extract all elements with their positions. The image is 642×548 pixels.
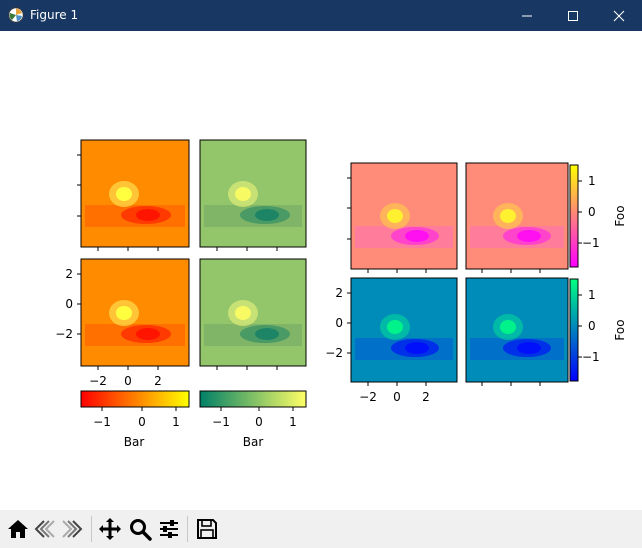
y-tick-label: 0 <box>65 297 73 311</box>
configure-subplots-icon <box>160 520 178 538</box>
colorbar-label: Bar <box>243 435 264 449</box>
pan-icon <box>99 518 121 540</box>
minimize-icon <box>522 15 532 17</box>
colorbar-tick-label: 0 <box>138 415 146 429</box>
colorbar-tick-label: 1 <box>588 288 596 302</box>
figure-canvas[interactable]: 2 0 −2 −2 0 2 −1 0 1 Bar <box>0 31 642 510</box>
home-icon <box>8 520 28 538</box>
colorbar-tick-label: 0 <box>255 415 263 429</box>
colorbar-tick-label: 1 <box>588 174 596 188</box>
y-tick-label: 0 <box>335 316 343 330</box>
y-tick-label: −2 <box>325 346 343 360</box>
close-icon <box>613 10 625 22</box>
image-axes-spring-top-right[interactable] <box>465 162 569 273</box>
zoom-button[interactable] <box>127 516 153 542</box>
back-icon <box>34 520 55 538</box>
maximize-icon <box>568 11 578 21</box>
figure-svg[interactable]: 2 0 −2 −2 0 2 −1 0 1 Bar <box>0 31 642 510</box>
home-button[interactable] <box>5 516 31 542</box>
image-axes-autumn-top[interactable] <box>77 139 190 251</box>
save-icon <box>197 519 217 539</box>
pan-button[interactable] <box>97 516 123 542</box>
title-bar: Figure 1 <box>0 0 642 31</box>
toolbar-separator <box>91 516 92 542</box>
colorbar-tick-label: 0 <box>588 319 596 333</box>
save-button[interactable] <box>194 516 220 542</box>
colorbar-label: Foo <box>613 205 627 226</box>
image-axes-spring-top-left[interactable] <box>347 162 458 273</box>
image-axes-summer-bottom[interactable] <box>199 258 307 370</box>
colorbar-tick-label: 0 <box>588 205 596 219</box>
window-title: Figure 1 <box>30 8 79 22</box>
image-axes-summer-top[interactable] <box>199 139 307 251</box>
colorbar-summer[interactable]: −1 0 1 Bar <box>199 390 307 449</box>
colorbar-tick-label: −1 <box>93 415 111 429</box>
colorbar-label: Bar <box>124 435 145 449</box>
colorbar-tick-label: 1 <box>289 415 297 429</box>
configure-subplots-button[interactable] <box>156 516 182 542</box>
y-tick-label: 2 <box>335 286 343 300</box>
x-tick-label: 0 <box>393 390 401 404</box>
colorbar-tick-label: 1 <box>172 415 180 429</box>
toolbar-separator <box>187 516 188 542</box>
matplotlib-logo-icon <box>8 7 24 23</box>
colorbar-tick-label: −1 <box>582 236 600 250</box>
image-axes-winter-bottom-right[interactable] <box>465 277 569 386</box>
x-tick-label: 2 <box>154 374 162 388</box>
image-axes-winter-bottom-left[interactable]: 2 0 −2 −2 0 2 <box>325 277 458 404</box>
colorbar-tick-label: −1 <box>582 350 600 364</box>
colorbar-label: Foo <box>613 319 627 340</box>
navigation-toolbar <box>0 510 642 548</box>
x-tick-label: −2 <box>359 390 377 404</box>
x-tick-label: 0 <box>124 374 132 388</box>
x-tick-label: −2 <box>89 374 107 388</box>
forward-icon <box>62 520 83 538</box>
minimize-button[interactable] <box>504 0 550 31</box>
colorbar-tick-label: −1 <box>212 415 230 429</box>
y-tick-label: 2 <box>65 267 73 281</box>
close-button[interactable] <box>596 0 642 31</box>
colorbar-winter[interactable]: 1 0 −1 Foo <box>569 278 627 382</box>
colorbar-spring[interactable]: 1 0 −1 Foo <box>569 164 627 268</box>
maximize-button[interactable] <box>550 0 596 31</box>
zoom-icon <box>130 519 152 541</box>
y-tick-label: −2 <box>55 327 73 341</box>
colorbar-autumn[interactable]: −1 0 1 Bar <box>80 390 190 449</box>
x-tick-label: 2 <box>422 390 430 404</box>
image-axes-autumn-bottom[interactable]: 2 0 −2 −2 0 2 <box>55 258 190 388</box>
forward-button[interactable] <box>59 516 85 542</box>
back-button[interactable] <box>32 516 58 542</box>
